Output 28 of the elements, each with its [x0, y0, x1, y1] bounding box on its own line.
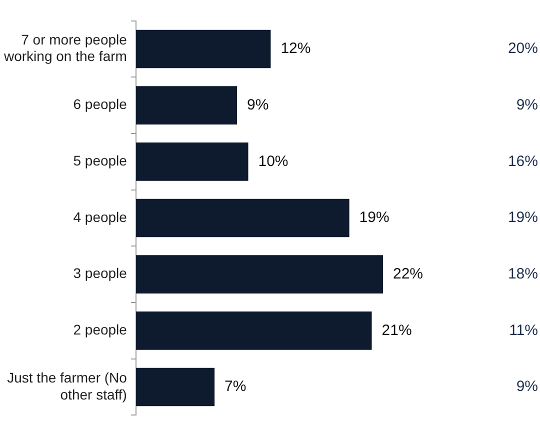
- bar: [136, 255, 383, 294]
- bar: [136, 142, 248, 181]
- bar: [136, 368, 215, 406]
- y-tick-label: Just the farmer (No other staff): [7, 369, 128, 402]
- text: 19%: [508, 209, 538, 226]
- bar: [136, 30, 271, 68]
- data-label: 9%: [247, 96, 269, 114]
- text: 16%: [508, 152, 538, 170]
- text: 9%: [516, 96, 538, 114]
- y-tick-label: 6 people: [73, 96, 128, 112]
- bar: [136, 198, 350, 238]
- data-label: 19%: [359, 209, 390, 226]
- data-label: 10%: [258, 152, 288, 170]
- data-label: 21%: [382, 322, 412, 339]
- y-tick-label: 3 people: [73, 265, 128, 282]
- text: 18%: [508, 265, 538, 282]
- bar: [136, 312, 372, 350]
- data-label: 12%: [280, 40, 311, 58]
- data-label: 7%: [224, 378, 246, 396]
- text: 9%: [516, 378, 538, 396]
- text: 20%: [508, 40, 538, 58]
- text: 11%: [509, 322, 538, 339]
- y-tick-label: 5 people: [73, 152, 128, 169]
- y-tick-label: 7 or more people working on the farm: [2, 31, 128, 64]
- y-tick-label: 4 people: [73, 208, 128, 225]
- bar: [136, 86, 238, 124]
- data-label: 22%: [393, 265, 424, 282]
- y-tick-label: 2 people: [73, 322, 128, 338]
